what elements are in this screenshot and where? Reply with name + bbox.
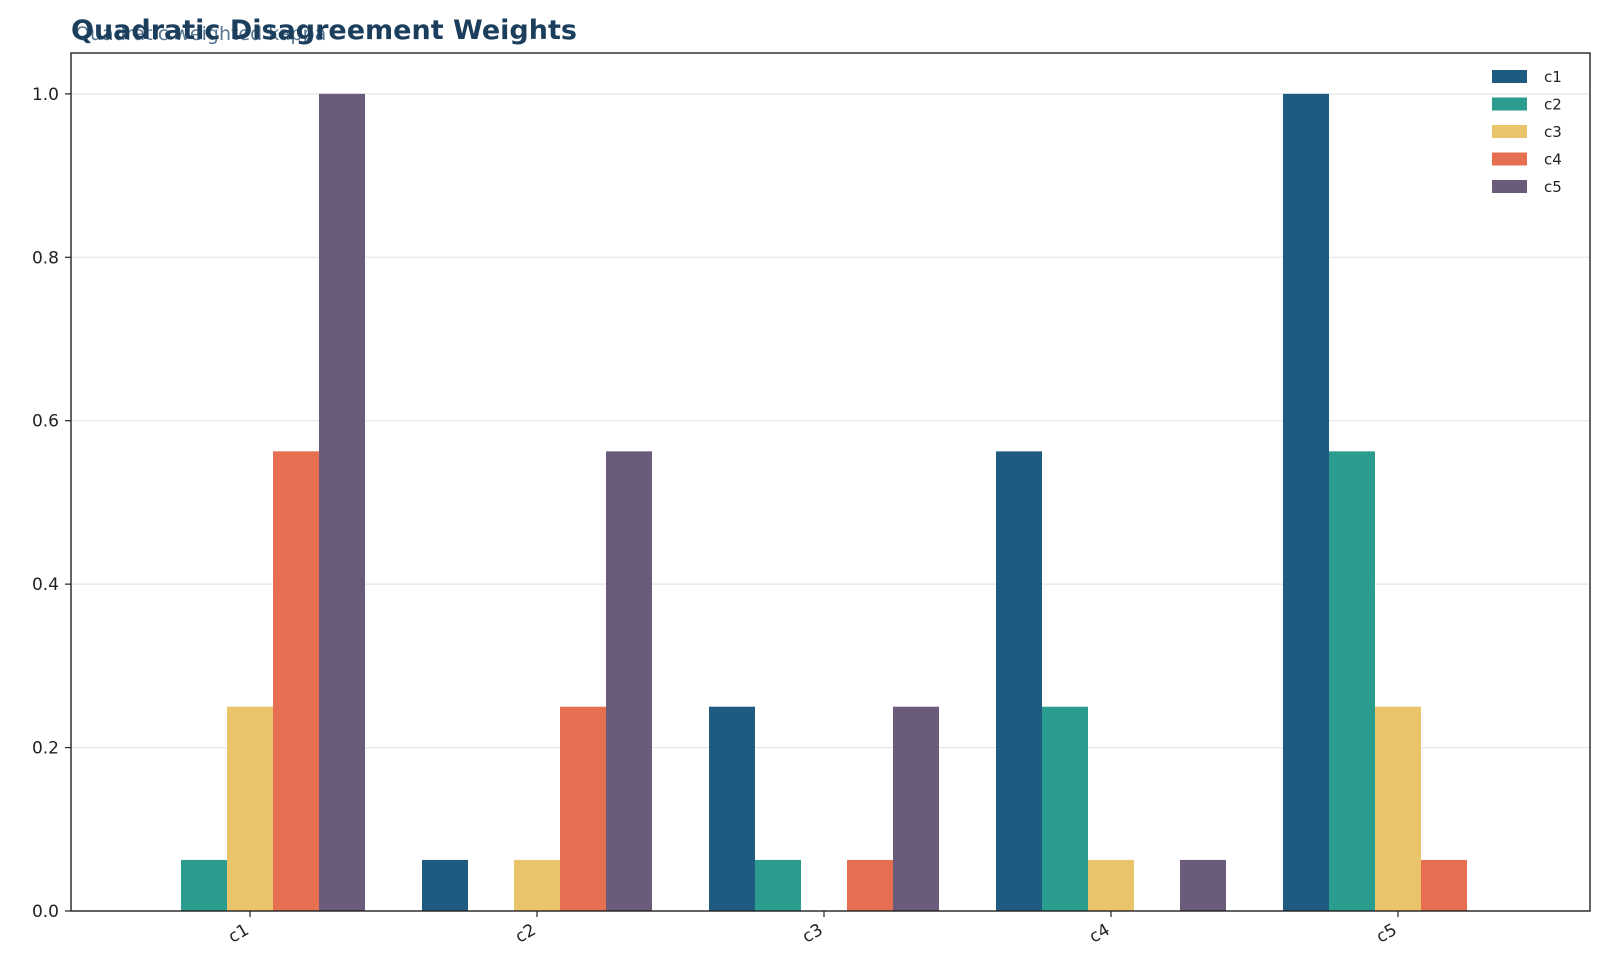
x-tick-label: c3 [799,920,826,947]
bar-c5-c4 [1180,859,1226,911]
bar-c4-c5 [1421,859,1467,911]
legend-swatch-c4 [1492,152,1527,166]
chart-subtitle: Quadratic weighted kappa [75,23,326,45]
x-tick-label: c5 [1373,920,1400,947]
bar-c4-c2 [560,706,606,911]
bar-c1-c3 [709,706,755,911]
x-tick-label: c2 [512,920,539,947]
plot-frame [70,52,1591,912]
bar-c4-c3 [847,859,893,911]
y-tick-label: 0.2 [32,739,59,759]
legend-swatch-c2 [1492,97,1527,111]
bar-c4-c1 [273,451,319,911]
bar-c2-c4 [1042,706,1088,911]
bar-c1-c4 [996,451,1042,911]
bar-c5-c1 [319,93,365,912]
legend-label-c4: c4 [1544,151,1562,169]
chart-title: Quadratic Disagreement Weights [71,15,577,46]
legend-label-c2: c2 [1544,96,1562,114]
bar-c2-c1 [181,859,227,911]
bar-c2-c5 [1329,451,1375,911]
legend-swatch-c3 [1492,125,1527,138]
legend-label-c5: c5 [1544,178,1562,196]
x-tick-label: c4 [1086,920,1113,947]
bar-c2-c3 [755,859,801,911]
bar-c1-c5 [1283,93,1329,912]
bar-c5-c3 [893,706,939,911]
y-tick-label: 0.0 [32,902,59,922]
y-tick-label: 0.6 [32,412,59,432]
bar-c3-c1 [227,706,273,911]
y-tick-label: 1.0 [32,85,59,105]
bar-c3-c2 [514,859,560,911]
x-tick-label: c1 [225,920,252,947]
y-tick-label: 0.4 [32,575,59,595]
bar-c3-c5 [1375,706,1421,911]
legend-label-c3: c3 [1544,123,1562,141]
legend-label-c1: c1 [1544,68,1562,86]
legend: c1 c2 c3 c4 c5 [1492,68,1562,196]
legend-swatch-c5 [1492,180,1527,193]
bars [181,93,1467,912]
bar-c5-c2 [606,451,652,911]
y-tick-label: 0.8 [32,248,59,268]
bar-c1-c2 [422,859,468,911]
bar-c3-c4 [1088,859,1134,911]
legend-swatch-c1 [1492,70,1527,83]
